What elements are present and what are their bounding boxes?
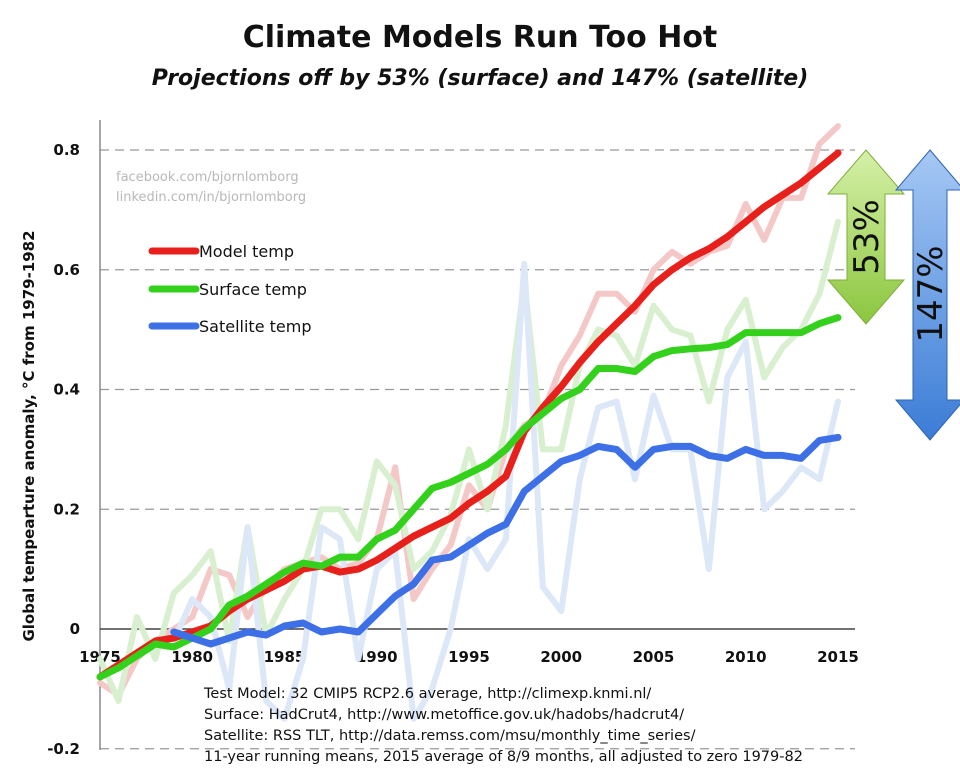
x-tick-label: 2000 bbox=[540, 648, 582, 666]
x-tick-label: 2015 bbox=[817, 648, 859, 666]
note-surface-source: Surface: HadCrut4, http://www.metoffice.… bbox=[204, 707, 684, 723]
x-tick-label: 1985 bbox=[264, 648, 306, 666]
x-tick-labels: 1975 1980 1985 1990 1995 2000 2005 2010 2015 bbox=[79, 648, 859, 666]
note-satellite-source: Satellite: RSS TLT, http://data.remss.co… bbox=[204, 728, 696, 744]
chart-subtitle: Projections off by 53% (surface) and 147… bbox=[151, 66, 809, 91]
legend-label-model: Model temp bbox=[199, 242, 294, 261]
series-line-surface-temp bbox=[96, 314, 842, 681]
watermark-linkedin: linkedin.com/in/bjornlomborg bbox=[116, 190, 306, 205]
double-arrow-icon-blue bbox=[894, 149, 960, 441]
note-model-source: Test Model: 32 CMIP5 RCP2.6 average, htt… bbox=[203, 686, 651, 702]
y-tick-label: 0 bbox=[70, 620, 80, 638]
note-method: 11-year running means, 2015 average of 8… bbox=[204, 749, 803, 765]
double-arrow-icon-green bbox=[826, 149, 906, 325]
faint-series-line-5 bbox=[170, 260, 841, 722]
surface-gap-label: 53% bbox=[847, 199, 887, 275]
y-tick-label: 0.8 bbox=[53, 141, 80, 159]
x-tick-label: 1990 bbox=[356, 648, 398, 666]
y-tick-label: 0.2 bbox=[53, 500, 80, 518]
source-notes: Test Model: 32 CMIP5 RCP2.6 average, htt… bbox=[203, 686, 803, 765]
legend-label-satellite: Satellite temp bbox=[199, 317, 311, 336]
x-tick-label: 2005 bbox=[633, 648, 675, 666]
x-tick-label: 1980 bbox=[171, 648, 213, 666]
faint-series-line-3 bbox=[97, 123, 841, 698]
series-line-model-temp bbox=[96, 149, 842, 681]
watermark: facebook.com/bjornlomborg linkedin.com/i… bbox=[116, 170, 306, 205]
y-tick-labels: -0.2 0 0.2 0.4 0.6 0.8 bbox=[47, 141, 80, 758]
legend-label-surface: Surface temp bbox=[199, 280, 307, 299]
y-tick-label: 0.6 bbox=[53, 261, 80, 279]
y-tick-label: -0.2 bbox=[47, 740, 80, 758]
surface-gap-arrow: 53% bbox=[826, 149, 906, 325]
grid-lines bbox=[100, 149, 855, 750]
series-line-satellite-temp bbox=[170, 433, 842, 648]
legend: Model temp Surface temp Satellite temp bbox=[148, 242, 311, 336]
chart-title: Climate Models Run Too Hot bbox=[242, 20, 718, 55]
satellite-gap-arrow: 147% bbox=[894, 149, 960, 441]
satellite-gap-label: 147% bbox=[911, 245, 951, 342]
watermark-facebook: facebook.com/bjornlomborg bbox=[116, 170, 299, 185]
y-axis-label: Global tempearture anomaly, °C from 1979… bbox=[20, 230, 38, 641]
x-tick-label: 2010 bbox=[725, 648, 767, 666]
running-mean-lines bbox=[96, 149, 842, 681]
y-tick-label: 0.4 bbox=[53, 381, 80, 399]
x-tick-label: 1995 bbox=[448, 648, 490, 666]
